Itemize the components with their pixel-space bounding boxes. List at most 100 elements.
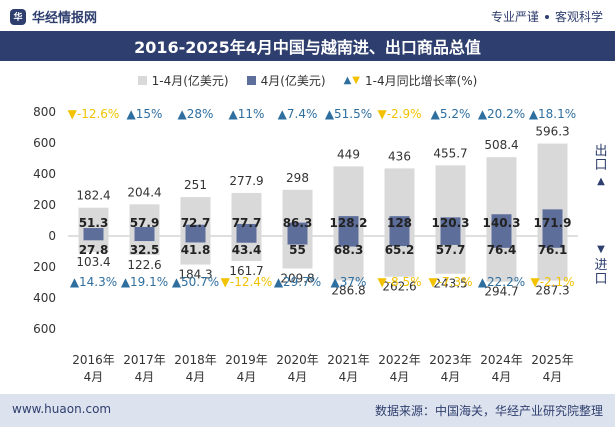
- x-category-label-month: 4月: [441, 370, 461, 384]
- x-category-label-month: 4月: [543, 370, 563, 384]
- title-bar: 2016-2025年4月中国与越南进、出口商品总值: [0, 31, 615, 61]
- x-category-label-month: 4月: [135, 370, 155, 384]
- growth-import-label: ▲29.7%: [274, 275, 321, 289]
- growth-export-label: ▲11%: [229, 107, 265, 121]
- label-export-month: 171.9: [534, 216, 572, 230]
- brand-name: 华经情报网: [32, 11, 98, 26]
- growth-import-label: ▼-2.1%: [530, 275, 574, 289]
- x-category-label: 2021年: [327, 353, 370, 367]
- tagline: 专业严谨 客观科学: [491, 8, 603, 25]
- bar-import-month: [338, 236, 359, 247]
- x-category-label-month: 4月: [237, 370, 257, 384]
- x-category-label: 2018年: [174, 353, 217, 367]
- bar-export-month: [338, 216, 359, 236]
- y-tick-label: 200: [33, 260, 56, 274]
- growth-import-label: ▲19.1%: [121, 275, 168, 289]
- label-import-month: 27.8: [79, 243, 109, 257]
- growth-import-label: ▼-12.4%: [221, 275, 273, 289]
- x-category-label: 2019年: [225, 353, 268, 367]
- legend-label-growth: 1-4月同比增长率(%): [365, 74, 478, 88]
- label-export-month: 128.2: [330, 216, 368, 230]
- bar-export-month: [542, 209, 563, 236]
- y-tick-label: 600: [33, 322, 56, 336]
- label-export-ytd: 596.3: [535, 125, 569, 139]
- tagline-1: 专业严谨: [490, 10, 539, 24]
- y-tick-label: 800: [33, 105, 56, 119]
- label-export-ytd: 182.4: [76, 189, 110, 203]
- y-tick-label: 0: [48, 229, 56, 243]
- bar-import-month: [185, 236, 206, 243]
- label-import-ytd: 262.6: [382, 280, 416, 294]
- label-import-ytd: 103.4: [76, 255, 110, 269]
- legend-label-month: 4月(亿美元): [260, 74, 326, 88]
- bar-import-month: [440, 236, 461, 245]
- label-import-month: 55: [289, 243, 306, 257]
- x-category-label: 2025年: [531, 353, 574, 367]
- label-export-ytd: 508.4: [484, 138, 518, 152]
- label-export-month: 57.9: [130, 216, 160, 230]
- bar-import-month: [287, 236, 308, 245]
- growth-import-label: ▲37%: [331, 275, 367, 289]
- label-export-month: 51.3: [79, 216, 109, 230]
- growth-export-label: ▲20.2%: [478, 107, 525, 121]
- footer-source: 数据来源：中国海关，华经产业研究院整理: [374, 404, 603, 418]
- label-export-month: 140.3: [483, 216, 521, 230]
- y-tick-label: 400: [33, 291, 56, 305]
- label-export-month: 77.7: [232, 216, 262, 230]
- x-category-label: 2017年: [123, 353, 166, 367]
- label-import-month: 76.4: [487, 243, 517, 257]
- y-tick-label: 200: [33, 198, 56, 212]
- growth-export-label: ▲15%: [127, 107, 163, 121]
- triangle-down-icon: ▼: [597, 244, 605, 255]
- triangle-icon: ▲ ▼: [343, 75, 360, 86]
- x-category-label: 2023年: [429, 353, 472, 367]
- label-import-ytd: 184.3: [178, 268, 212, 282]
- dot-icon: [544, 14, 549, 19]
- label-export-ytd: 251: [184, 178, 207, 192]
- footer-site: www.huaon.com: [12, 402, 112, 416]
- growth-export-label: ▲28%: [178, 107, 214, 121]
- legend-swatch-light: [137, 76, 147, 85]
- label-import-month: 32.5: [130, 243, 160, 257]
- bar-import-month: [236, 236, 257, 243]
- tagline-2: 客观科学: [554, 10, 603, 24]
- growth-export-label: ▼-2.9%: [377, 107, 421, 121]
- triangle-up-icon: ▲: [597, 176, 605, 187]
- bar-import-month: [491, 236, 512, 248]
- growth-export-label: ▲51.5%: [325, 107, 372, 121]
- growth-import-label: ▼-7.3%: [428, 275, 472, 289]
- label-import-ytd: 243.5: [433, 277, 467, 291]
- side-label-export-2: 口: [594, 158, 608, 173]
- bar-export-month: [236, 223, 257, 236]
- bar-export-month: [83, 228, 104, 236]
- bar-export-month: [185, 224, 206, 236]
- legend-item-month: 4月(亿美元): [246, 72, 326, 89]
- top-bar: 华 华经情报网 专业严谨 客观科学: [0, 0, 615, 30]
- y-tick-label: 400: [33, 167, 56, 181]
- chart-title: 2016-2025年4月中国与越南进、出口商品总值: [134, 38, 481, 57]
- label-export-ytd: 436: [388, 149, 411, 163]
- legend-item-growth: ▲ ▼ 1-4月同比增长率(%): [344, 72, 478, 89]
- y-tick-label: 600: [33, 136, 56, 150]
- label-import-ytd: 294.7: [484, 285, 518, 299]
- side-label-import-1: 进: [594, 258, 608, 273]
- x-category-label-month: 4月: [186, 370, 206, 384]
- growth-export-label: ▲7.4%: [278, 107, 318, 121]
- x-category-label: 2016年: [72, 353, 115, 367]
- legend-item-ytd: 1-4月(亿美元): [137, 72, 229, 89]
- x-category-label-month: 4月: [288, 370, 308, 384]
- label-import-ytd: 161.7: [229, 264, 263, 278]
- x-category-label-month: 4月: [390, 370, 410, 384]
- label-import-month: 76.1: [538, 243, 568, 257]
- growth-import-label: ▼-8.5%: [377, 275, 421, 289]
- x-category-label: 2022年: [378, 353, 421, 367]
- bar-export-month: [491, 214, 512, 236]
- label-import-month: 65.2: [385, 243, 415, 257]
- x-category-label: 2024年: [480, 353, 523, 367]
- bar-import-month: [134, 236, 155, 242]
- label-export-ytd: 204.4: [127, 185, 161, 199]
- x-category-label-month: 4月: [339, 370, 359, 384]
- label-export-ytd: 298: [286, 171, 309, 185]
- x-category-label-month: 4月: [492, 370, 512, 384]
- side-label-import: ▼ 进 口: [593, 243, 609, 287]
